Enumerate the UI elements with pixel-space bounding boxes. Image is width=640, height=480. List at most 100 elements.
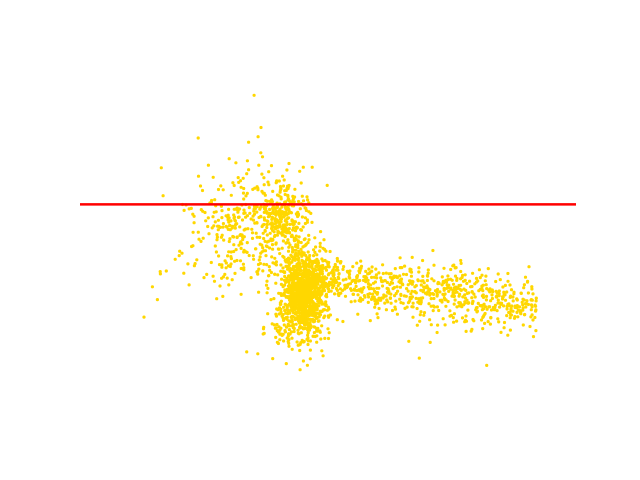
scatter-point xyxy=(497,320,501,324)
scatter-point xyxy=(270,255,274,259)
scatter-point xyxy=(435,292,439,297)
scatter-point xyxy=(315,334,319,338)
scatter-point xyxy=(279,307,283,311)
scatter-point xyxy=(453,266,457,270)
scatter-point xyxy=(316,282,320,286)
scatter-point xyxy=(451,282,456,286)
scatter-point xyxy=(479,318,484,322)
scatter-point xyxy=(494,289,498,293)
scatter-point xyxy=(274,242,278,246)
scatter-point xyxy=(298,348,302,353)
scatter-point xyxy=(293,307,297,312)
scatter-point xyxy=(293,229,298,233)
scatter-point xyxy=(311,317,315,321)
scatter-point xyxy=(332,273,336,277)
scatter-point xyxy=(318,267,322,271)
scatter-point xyxy=(334,278,338,282)
scatter-point xyxy=(385,280,389,285)
scatter-point xyxy=(297,221,301,225)
scatter-point xyxy=(484,294,489,298)
scatter-point xyxy=(281,174,285,178)
scatter-point xyxy=(446,274,450,278)
scatter-point xyxy=(498,278,502,282)
scatter-point xyxy=(313,291,317,295)
scatter-point xyxy=(278,338,282,342)
scatter-point xyxy=(283,235,287,239)
scatter-point xyxy=(315,327,319,331)
scatter-point xyxy=(481,295,486,299)
scatter-point xyxy=(251,218,256,222)
scatter-point xyxy=(270,221,274,225)
scatter-point xyxy=(301,245,305,249)
scatter-point xyxy=(364,280,368,284)
scatter-point xyxy=(196,230,200,234)
scatter-point xyxy=(215,238,219,242)
scatter-point xyxy=(500,297,505,301)
scatter-point xyxy=(277,230,281,234)
scatter-point xyxy=(259,251,263,255)
scatter-point xyxy=(496,317,500,321)
scatter-point xyxy=(440,300,444,304)
scatter-point xyxy=(334,286,338,291)
scatter-point xyxy=(286,311,291,315)
scatter-point xyxy=(299,240,303,245)
scatter-point xyxy=(290,285,294,289)
scatter-point xyxy=(286,197,290,201)
scatter-point xyxy=(452,320,456,324)
scatter-point xyxy=(283,192,287,197)
scatter-point xyxy=(424,291,428,295)
scatter-point xyxy=(290,281,295,285)
scatter-point xyxy=(375,298,379,302)
scatter-point xyxy=(425,278,429,283)
scatter-point xyxy=(511,309,515,313)
scatter-point xyxy=(305,256,309,260)
scatter-point xyxy=(232,235,236,239)
scatter-point xyxy=(306,250,310,254)
scatter-point xyxy=(315,340,319,344)
scatter-point xyxy=(272,323,276,327)
scatter-point xyxy=(173,257,177,261)
scatter-point xyxy=(323,336,327,340)
scatter-point xyxy=(453,274,458,278)
scatter-point xyxy=(262,183,266,187)
scatter-point xyxy=(447,289,451,293)
scatter-point xyxy=(299,288,303,292)
scatter-point xyxy=(278,328,282,332)
scatter-point xyxy=(467,291,471,295)
scatter-point xyxy=(318,298,322,302)
scatter-point xyxy=(351,292,356,296)
scatter-point xyxy=(259,205,263,209)
scatter-point xyxy=(452,312,456,316)
scatter-point xyxy=(432,296,436,301)
scatter-point xyxy=(366,278,370,282)
scatter-point xyxy=(319,337,323,341)
scatter-point xyxy=(325,308,329,312)
scatter-point xyxy=(430,277,434,281)
scatter-point xyxy=(505,314,509,318)
scatter-point xyxy=(249,217,253,221)
scatter-point xyxy=(269,270,273,275)
scatter-point xyxy=(258,242,262,246)
scatter-point xyxy=(217,254,221,258)
scatter-point xyxy=(300,317,304,321)
scatter-point xyxy=(291,278,295,282)
scatter-point xyxy=(231,181,235,185)
scatter-point xyxy=(221,188,225,192)
scatter-point xyxy=(528,324,532,329)
scatter-point xyxy=(242,186,246,191)
scatter-point xyxy=(287,344,291,348)
scatter-point xyxy=(354,284,358,288)
scatter-point xyxy=(297,251,301,255)
scatter-point xyxy=(312,283,316,287)
scatter-point xyxy=(282,178,286,182)
scatter-point xyxy=(358,268,362,273)
scatter-point xyxy=(534,296,538,300)
scatter-point xyxy=(521,323,525,327)
scatter-point xyxy=(410,282,414,286)
scatter-point xyxy=(521,306,525,310)
scatter-point xyxy=(512,316,517,320)
scatter-point xyxy=(520,300,524,304)
scatter-point xyxy=(422,313,426,317)
scatter-point xyxy=(264,210,268,214)
